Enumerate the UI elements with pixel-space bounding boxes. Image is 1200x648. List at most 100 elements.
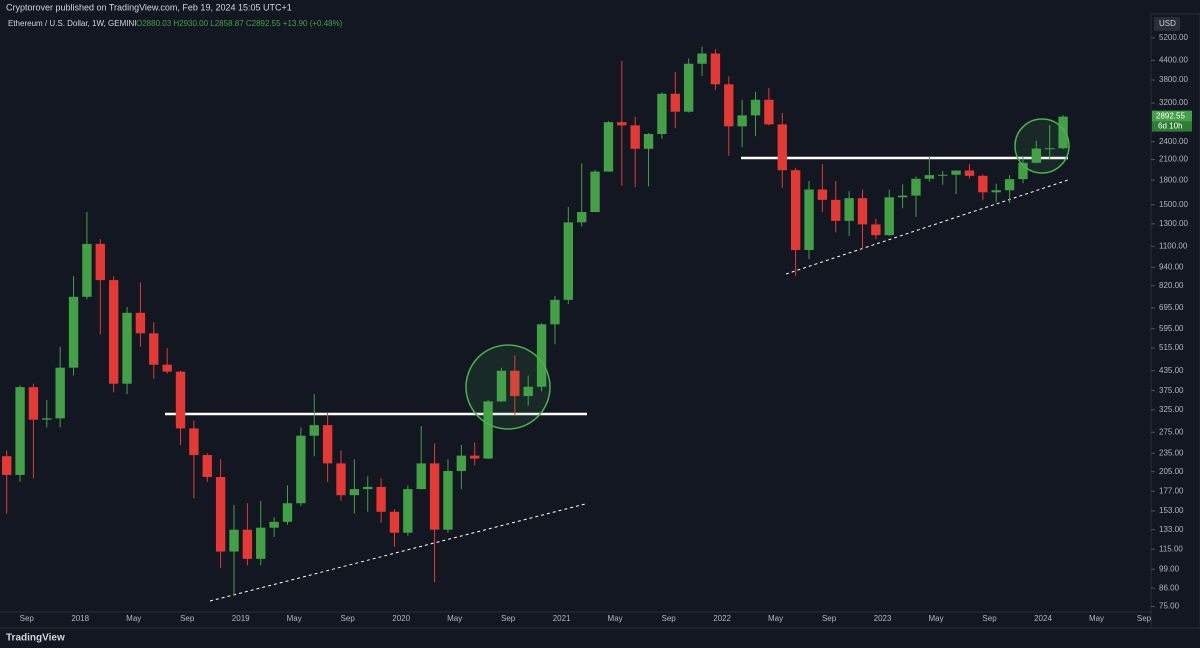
candle-body [857,198,868,225]
x-tick-label: Sep [1137,614,1152,623]
chart-title: Ethereum / U.S. Dollar, 1W, GEMINI [8,19,136,28]
candle-body [336,463,346,496]
candle-body [242,529,253,559]
candle-body [229,529,239,552]
candle-body [831,199,841,221]
candle-body [536,324,547,387]
x-tick-label: May [1089,614,1104,623]
candle-body [68,296,79,368]
candle-body [1031,148,1042,163]
candle-body [95,243,105,281]
candle-body [724,84,734,127]
candle-body [202,455,212,477]
candle-body [924,175,935,179]
candle-body [844,198,854,221]
candle-body [215,476,226,552]
trend-line [785,179,1069,275]
candle-body [162,364,172,372]
last-price-badge [1152,110,1192,122]
y-tick-label: 1800.00 [1159,175,1188,184]
y-tick-label: 595.00 [1159,324,1184,333]
candle-body [2,456,12,475]
candles [2,46,1068,597]
candle-body [28,387,39,420]
y-tick-label: 177.00 [1159,486,1184,495]
candle-body [363,486,373,490]
y-tick-label: 115.00 [1159,544,1183,553]
currency-badge [1154,17,1180,31]
x-tick-label: Sep [341,614,356,623]
y-tick-label: 325.00 [1159,405,1184,414]
footer-logo: TradingView [6,633,65,644]
axes: 5200.00 4400.00 3800.00 3200.00 2400.00 2100.… [20,33,1192,623]
candle-body [256,527,266,559]
candle-body [603,122,614,172]
candle-body [938,174,948,176]
x-tick-label: 2024 [1034,614,1052,623]
x-tick-label: 2021 [553,614,571,623]
x-tick-label: 2018 [71,614,89,623]
y-tick-label: 2100.00 [1159,155,1188,164]
candle-body [590,171,600,213]
candle-body [15,387,25,475]
highlight-circle [465,344,551,430]
trend-line [209,503,586,602]
x-tick-label: May [447,614,462,623]
y-tick-label: 820.00 [1159,281,1184,290]
candle-body [42,418,52,420]
candle-body [683,63,694,112]
candle-body [55,367,65,419]
y-tick-label: 133.00 [1159,525,1184,534]
x-tick-label: Sep [822,614,837,623]
candle-body [309,425,319,436]
y-tick-label: 4400.00 [1159,55,1188,64]
candle-body [429,463,440,530]
candle-body [750,99,761,116]
candle-body [657,93,667,135]
candle-body [189,428,199,456]
candle-body [777,124,787,171]
candle-body [884,197,894,236]
y-tick-label: 2400.00 [1159,137,1188,146]
candle-body [470,455,480,459]
y-tick-label: 1100.00 [1159,241,1188,250]
candle-body [416,463,426,490]
y-tick-label: 435.00 [1159,366,1184,375]
y-tick-label: 75.00 [1159,602,1180,611]
y-tick-label: 375.00 [1159,386,1184,395]
candle-body [577,212,587,223]
x-tick-label: 2020 [392,614,410,623]
candle-body [790,170,801,251]
candle-body [456,455,467,471]
last-price-label: 2892.55 [1156,112,1185,121]
candle-body [1018,162,1028,180]
candle-body [282,503,293,522]
candle-body [322,425,333,464]
ohlc-legend: O2880.03 H2930.00 L2858.87 C2892.55 +13.… [136,19,343,28]
y-tick-label: 1500.00 [1159,200,1188,209]
candle-body [1004,179,1015,191]
countdown-badge [1152,121,1192,132]
candle-body [149,333,159,365]
x-tick-label: 2023 [874,614,892,623]
y-tick-label: 275.00 [1159,427,1184,436]
y-tick-label: 3200.00 [1159,98,1188,107]
candle-body [964,170,975,176]
candle-body [550,299,560,325]
currency: USD [1159,19,1176,28]
candle-body [951,170,961,175]
candle-body [804,189,814,251]
candle-body [617,122,627,126]
candle-body [349,489,360,496]
candle-body [737,115,747,127]
candle-body [122,312,132,384]
candle-body [670,93,680,112]
candle-body [991,190,1001,193]
candle-body [871,224,881,236]
publisher: Cryptorover published on TradingView.com… [6,2,292,12]
x-tick-label: Sep [982,614,997,623]
x-tick-label: May [608,614,623,623]
